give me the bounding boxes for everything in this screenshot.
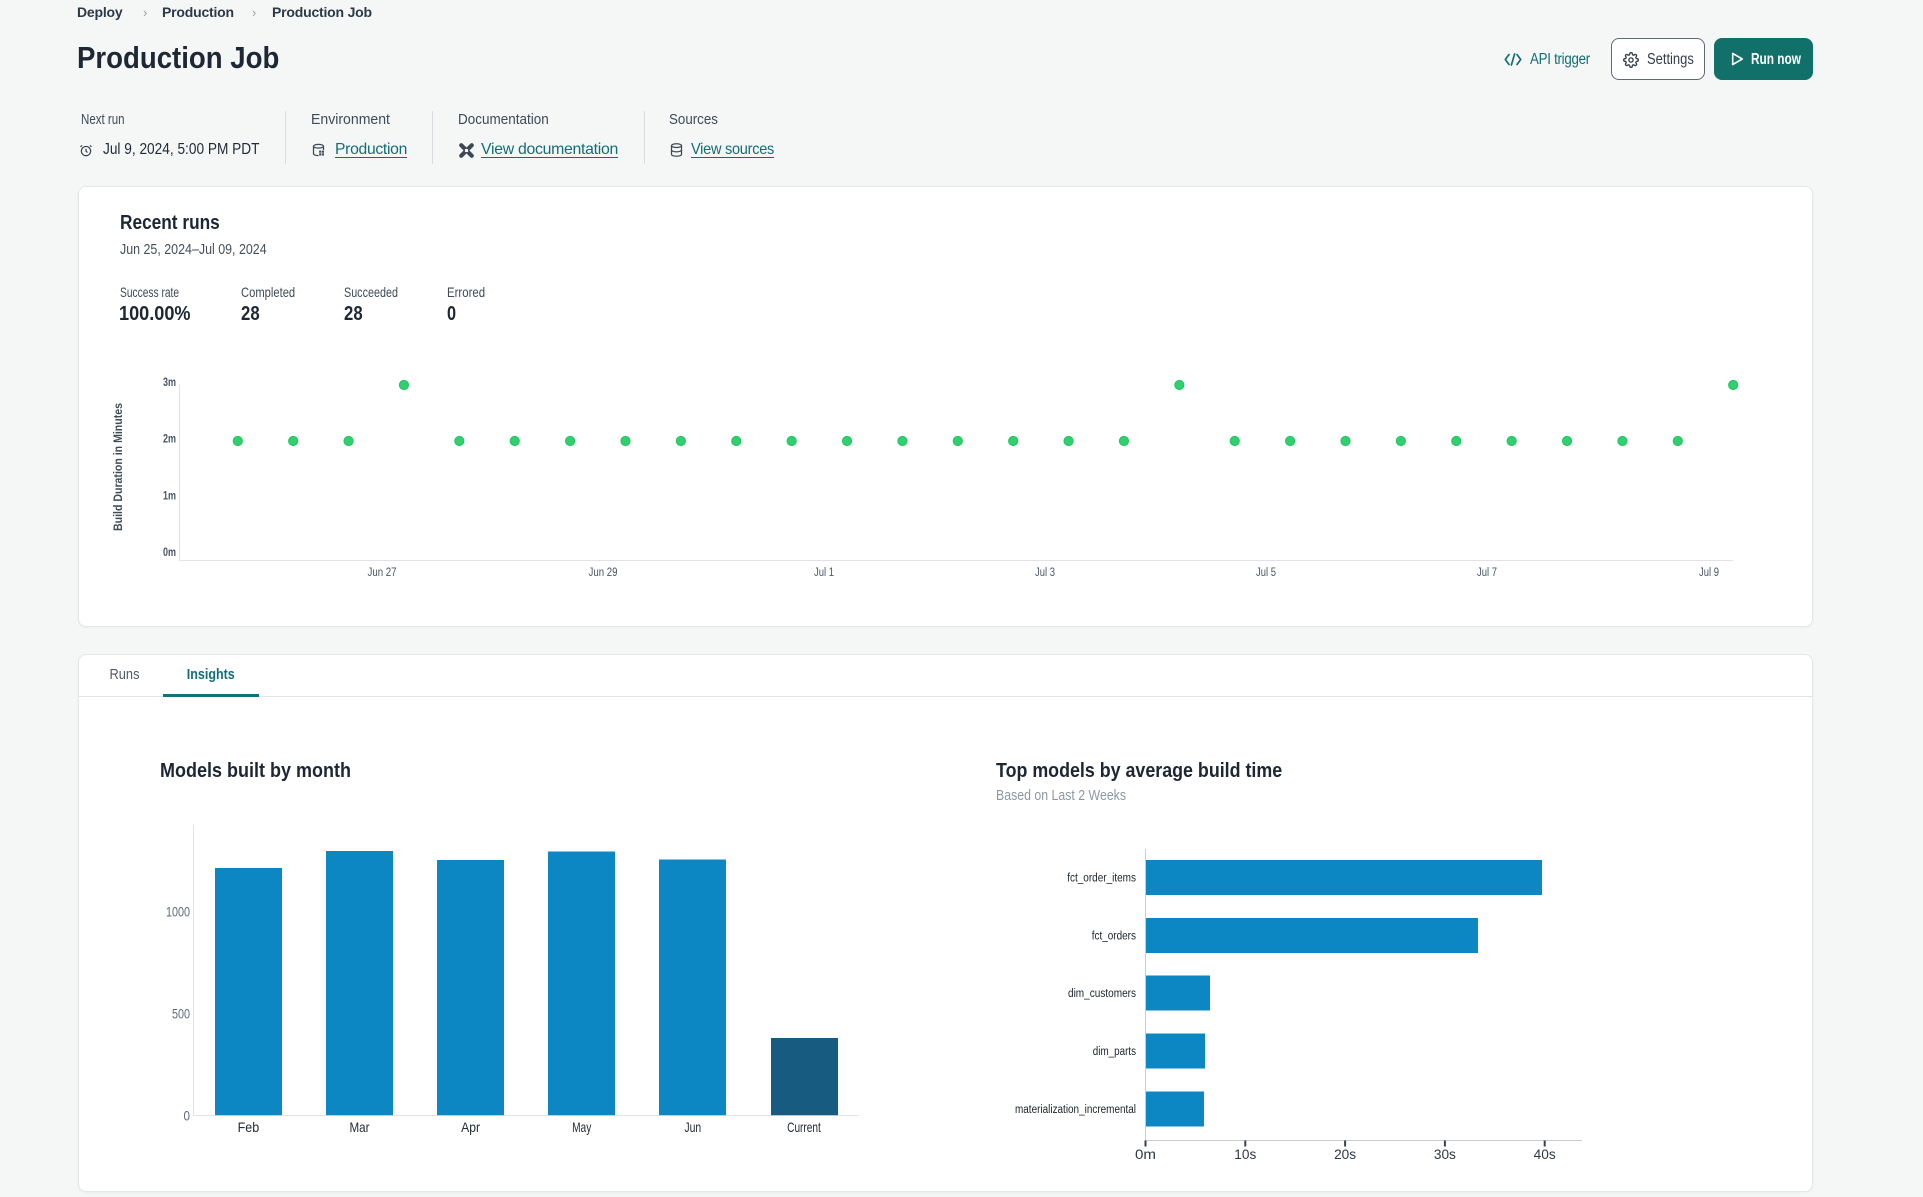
svg-text:Jul 9: Jul 9 <box>1699 567 1719 579</box>
svg-text:2m: 2m <box>163 434 176 446</box>
svg-text:May: May <box>572 1119 591 1135</box>
svg-text:0m: 0m <box>1135 1147 1156 1162</box>
svg-text:Mar: Mar <box>350 1119 370 1135</box>
svg-text:materialization_incremental: materialization_incremental <box>1015 1104 1136 1116</box>
svg-text:Current: Current <box>787 1119 821 1135</box>
svg-text:Jun: Jun <box>684 1119 701 1135</box>
svg-text:Apr: Apr <box>461 1119 480 1135</box>
svg-text:Jul 1: Jul 1 <box>814 567 834 579</box>
svg-text:Feb: Feb <box>238 1119 260 1135</box>
svg-text:40s: 40s <box>1534 1147 1556 1162</box>
svg-text:Jul 7: Jul 7 <box>1477 567 1497 579</box>
svg-text:500: 500 <box>172 1007 190 1022</box>
svg-text:30s: 30s <box>1434 1147 1456 1162</box>
svg-text:0m: 0m <box>163 547 176 559</box>
svg-text:Jun 27: Jun 27 <box>368 567 397 579</box>
svg-text:0: 0 <box>184 1109 191 1124</box>
svg-text:fct_order_items: fct_order_items <box>1067 873 1136 885</box>
svg-text:Jun 29: Jun 29 <box>589 567 618 579</box>
svg-text:Build Duration in Minutes: Build Duration in Minutes <box>113 403 125 531</box>
svg-text:1m: 1m <box>163 490 176 502</box>
svg-text:10s: 10s <box>1234 1147 1256 1162</box>
svg-text:fct_orders: fct_orders <box>1092 931 1137 943</box>
svg-text:3m: 3m <box>163 377 176 389</box>
svg-text:dim_customers: dim_customers <box>1068 988 1136 1000</box>
svg-text:1000: 1000 <box>166 905 190 920</box>
svg-text:dim_parts: dim_parts <box>1093 1046 1136 1058</box>
svg-text:Jul 5: Jul 5 <box>1256 567 1276 579</box>
svg-text:Jul 3: Jul 3 <box>1035 567 1055 579</box>
svg-text:20s: 20s <box>1334 1147 1356 1162</box>
